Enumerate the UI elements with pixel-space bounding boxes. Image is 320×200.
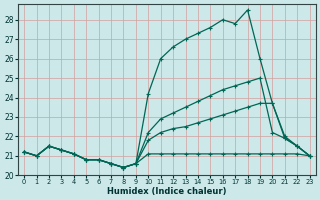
X-axis label: Humidex (Indice chaleur): Humidex (Indice chaleur) xyxy=(107,187,227,196)
